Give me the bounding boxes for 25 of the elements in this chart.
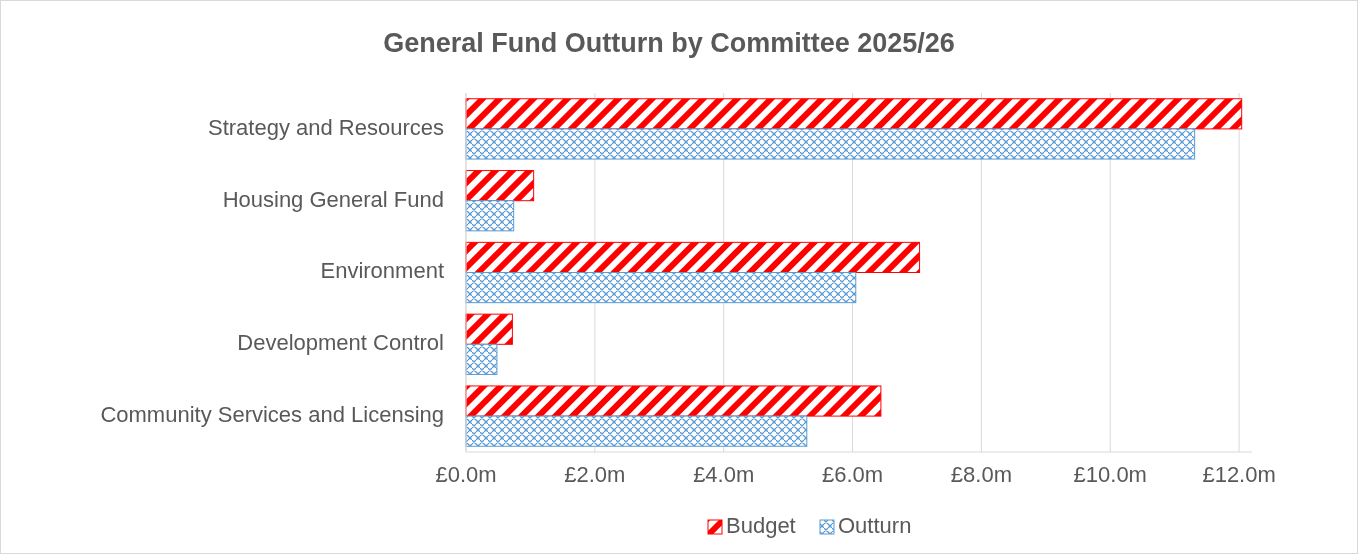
x-tick-label: £10.0m [1073, 462, 1147, 487]
bar [465, 98, 1243, 130]
legend-label: Budget [726, 512, 796, 538]
y-tick-label: Environment [320, 258, 444, 284]
bar [465, 313, 513, 345]
bar [465, 385, 882, 417]
y-tick-label: Strategy and Resources [207, 114, 444, 140]
y-tick-label: Community Services and Licensing [100, 401, 444, 427]
bar [465, 415, 808, 447]
bar [465, 128, 1196, 160]
x-tick-label: £6.0m [821, 462, 884, 487]
x-tick-label: £2.0m [564, 462, 626, 487]
chart-title: General Fund Outturn by Committee 2025/26 [383, 28, 955, 58]
bar [465, 241, 921, 273]
y-tick-label: Development Control [237, 330, 444, 356]
bar [465, 343, 498, 375]
x-tick-label: £8.0m [950, 462, 1012, 487]
x-tick-label: £0.0m [435, 462, 497, 487]
x-tick-label: £12.0m [1202, 462, 1276, 487]
bar [465, 170, 535, 202]
x-tick-label: £4.0m [693, 462, 755, 487]
bar [465, 200, 515, 232]
bar [465, 272, 857, 304]
legend-label: Outturn [838, 512, 912, 538]
y-tick-label: Housing General Fund [222, 186, 444, 212]
